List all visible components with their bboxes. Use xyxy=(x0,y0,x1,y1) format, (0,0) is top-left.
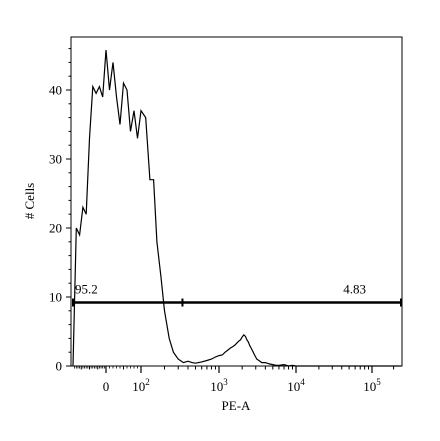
x-tick-label: 105 xyxy=(363,377,381,394)
y-tick-label: 0 xyxy=(56,359,63,374)
histogram-series-line xyxy=(72,49,401,367)
x-axis-label: PE-A xyxy=(222,398,252,413)
y-tick-label: 20 xyxy=(49,221,62,236)
y-tick-label: 10 xyxy=(49,290,62,305)
plot-frame xyxy=(70,36,403,367)
x-tick-label: 102 xyxy=(132,377,150,394)
gate-label-negative: 95.2 xyxy=(75,282,98,297)
y-tick-label: 40 xyxy=(49,83,62,98)
x-tick-label: 0 xyxy=(103,379,110,394)
x-axis: 0 102 103 104 105 xyxy=(74,366,395,394)
x-tick-label: 104 xyxy=(287,377,305,394)
gate-label-positive: 4.83 xyxy=(343,282,366,297)
y-axis-label: # Cells xyxy=(22,183,37,219)
x-tick-label: 103 xyxy=(210,377,228,394)
gates: 95.2 4.83 xyxy=(72,282,402,307)
y-axis: 0 10 20 30 40 xyxy=(49,48,71,374)
y-tick-label: 30 xyxy=(49,152,62,167)
